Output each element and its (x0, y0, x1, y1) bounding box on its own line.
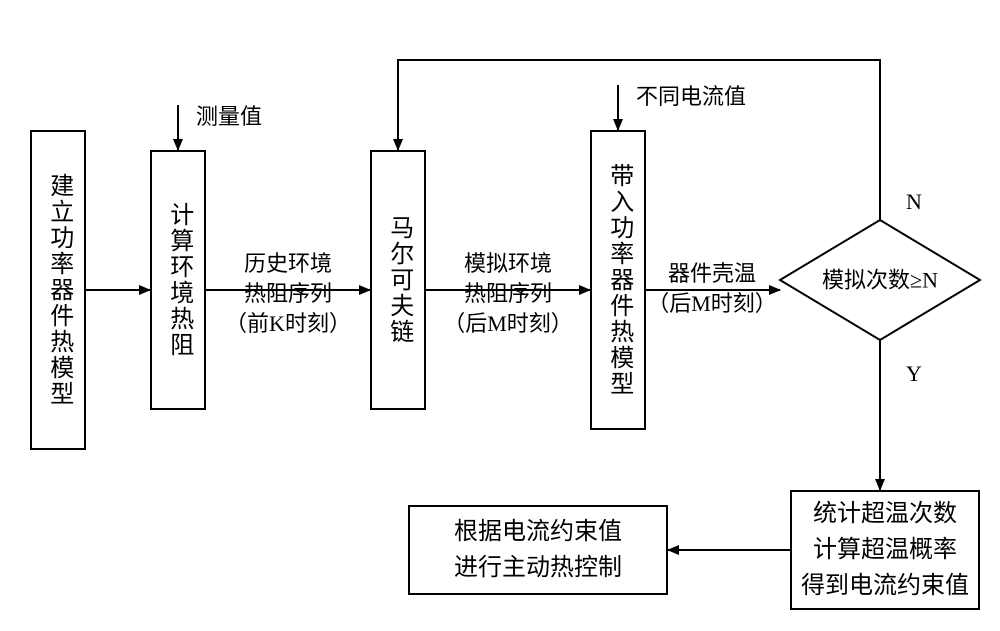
label-case-temp-1: 器件壳温 (668, 256, 756, 288)
node-active-thermal-control: 根据电流约束值进行主动热控制 (408, 505, 668, 595)
label-different-current: 不同电流值 (636, 79, 746, 111)
label-history-seq-1: 历史环境 (244, 246, 332, 278)
node-label: 马尔可夫链 (381, 215, 415, 345)
node-stats-current-constraint: 统计超温次数计算超温概率得到电流约束值 (790, 490, 980, 610)
node-label: 计算环境热阻 (161, 202, 195, 358)
label-measured-value: 测量值 (196, 99, 262, 131)
label-sim-seq-1: 模拟环境 (464, 246, 552, 278)
label-branch-yes: Y (906, 361, 922, 387)
node-build-thermal-model: 建立功率器件热模型 (30, 130, 86, 450)
label-sim-seq-2: 热阻序列 (464, 276, 552, 308)
node-markov-chain: 马尔可夫链 (370, 150, 426, 410)
node-label: 带入功率器件热模型 (601, 163, 635, 397)
decision-label: 模拟次数≥N (822, 268, 938, 293)
node-label: 统计超温次数计算超温概率得到电流约束值 (801, 496, 969, 604)
label-case-temp-2: （后M时刻） (647, 286, 777, 318)
node-compute-env-resistance: 计算环境热阻 (150, 150, 206, 410)
node-label: 建立功率器件热模型 (41, 173, 75, 407)
label-branch-no: N (906, 189, 922, 215)
node-apply-thermal-model: 带入功率器件热模型 (590, 130, 646, 430)
node-label: 根据电流约束值进行主动热控制 (454, 514, 622, 586)
label-sim-seq-3: （后M时刻） (443, 306, 573, 338)
label-history-seq-2: 热阻序列 (244, 276, 332, 308)
label-history-seq-3: （前K时刻） (225, 306, 351, 338)
